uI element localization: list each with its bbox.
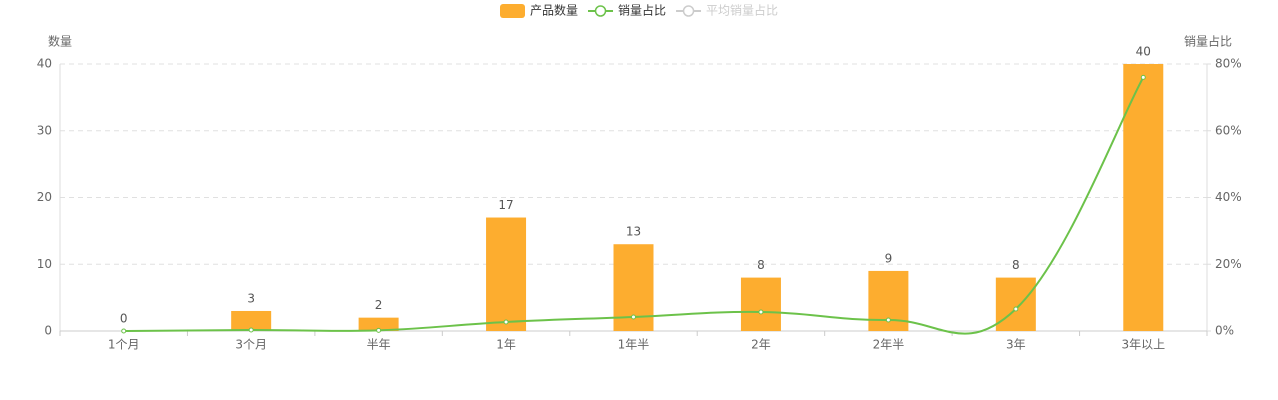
y2-axis-title: 销量占比: [1184, 34, 1232, 49]
data-label: 9: [885, 251, 893, 265]
line-point: [248, 327, 254, 333]
line-point: [121, 328, 127, 334]
legend-label[interactable]: 销量占比: [618, 3, 666, 18]
x-tick-label: 1年: [496, 338, 516, 352]
bar: [740, 277, 781, 331]
x-tick-label: 3个月: [235, 338, 267, 352]
data-label: 8: [1012, 258, 1020, 272]
y-tick-label: 0: [44, 324, 52, 338]
x-tick-label: 1年半: [618, 338, 650, 352]
line-point: [503, 319, 509, 325]
data-label: 17: [498, 198, 513, 212]
data-label: 13: [626, 225, 641, 239]
y2-tick-label: 60%: [1215, 123, 1242, 137]
x-tick-label: 3年以上: [1121, 338, 1165, 352]
legend-swatch: [500, 4, 525, 18]
data-label: 0: [120, 312, 128, 326]
data-label: 8: [757, 258, 765, 272]
line-point: [1013, 306, 1019, 312]
bar: [358, 317, 399, 331]
y-tick-label: 10: [37, 257, 52, 271]
line-point: [631, 314, 636, 320]
bar: [1123, 64, 1164, 331]
y2-tick-label: 40%: [1215, 190, 1242, 204]
legend-label[interactable]: 平均销量占比: [706, 3, 778, 18]
legend-label[interactable]: 产品数量: [530, 3, 578, 18]
line-point: [1140, 74, 1146, 80]
y-axis-title: 数量: [48, 34, 72, 49]
line-point: [758, 309, 764, 315]
line-point: [376, 327, 382, 333]
data-label: 2: [375, 298, 383, 312]
y2-tick-label: 20%: [1215, 257, 1242, 271]
bar: [231, 310, 272, 331]
y2-tick-label: 80%: [1215, 57, 1242, 71]
x-tick-label: 1个月: [108, 338, 140, 352]
x-tick-label: 2年: [751, 338, 771, 352]
x-tick-label: 3年: [1006, 338, 1026, 352]
data-label: 3: [247, 291, 255, 305]
y-tick-label: 20: [37, 190, 52, 204]
y-tick-label: 40: [37, 57, 52, 71]
y-tick-label: 30: [37, 123, 52, 137]
y2-tick-label: 0%: [1215, 324, 1234, 338]
bar: [995, 277, 1036, 331]
data-label: 40: [1136, 45, 1151, 59]
x-tick-label: 2年半: [873, 338, 905, 352]
line-point: [885, 317, 891, 323]
legend-swatch: [682, 5, 695, 17]
bar: [486, 217, 527, 331]
legend-swatch: [594, 5, 607, 17]
x-tick-label: 半年: [367, 338, 391, 352]
